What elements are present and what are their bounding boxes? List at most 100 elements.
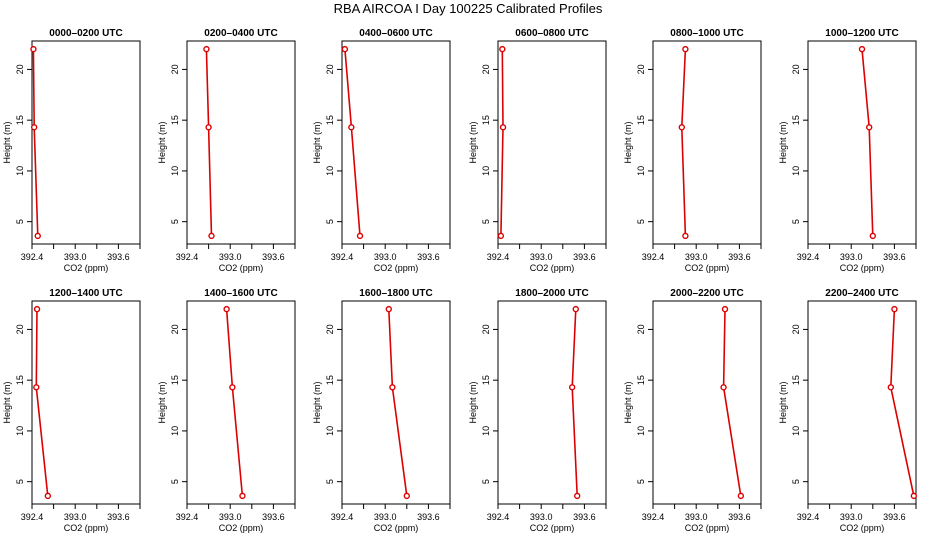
panel-6-ytick-label: 20 (791, 64, 801, 74)
panel-6-title: 1000–1200 UTC (825, 28, 898, 39)
panel-11-point (737, 492, 745, 500)
panel-10-point (574, 492, 581, 500)
panel-9-ytick-label: 20 (325, 324, 335, 334)
panel-1-xtick-label: 392.4 (21, 252, 44, 262)
panel-9-point (389, 384, 396, 391)
panel-6-xtick-label: 393.6 (883, 252, 906, 262)
panel-6-xlabel: CO2 (ppm) (840, 263, 885, 273)
panel-4-ytick-label: 15 (481, 115, 491, 125)
panel-3-title: 0400–0600 UTC (359, 28, 432, 39)
panel-3-xtick-label: 393.6 (417, 252, 440, 262)
panel-11-point (721, 305, 729, 313)
panel-11-xtick-label: 393.6 (728, 512, 751, 522)
panel-5-point (682, 232, 689, 240)
panel-11-frame (652, 300, 762, 505)
panel-3-ytick-label: 15 (325, 115, 335, 125)
panel-1-title: 0000–0200 UTC (49, 28, 122, 39)
panel-8-xtick-label: 392.4 (176, 512, 199, 522)
panel-5-ytick-label: 15 (636, 115, 646, 125)
panel-12-xlabel: CO2 (ppm) (840, 523, 885, 533)
panel-9-ytick-label: 15 (325, 375, 335, 385)
panel-3-ytick-label: 20 (325, 64, 335, 74)
panel-3-xlabel: CO2 (ppm) (374, 263, 419, 273)
panel-4-frame (497, 40, 607, 245)
panel-3-point (356, 232, 364, 240)
panel-12-frame (807, 300, 917, 505)
panel-10-xtick-label: 393.6 (573, 512, 596, 522)
panel-5-xtick-label: 393.6 (728, 252, 751, 262)
panel-6-ytick-label: 10 (791, 166, 801, 176)
panel-9-frame (341, 300, 451, 505)
panel-10-title: 1800–2000 UTC (515, 288, 588, 299)
panel-1-point (30, 124, 38, 131)
panel-4-ylabel: Height (m) (468, 121, 478, 163)
figure-title: RBA AIRCOA I Day 100225 Calibrated Profi… (333, 1, 603, 16)
panel-5-ylabel: Height (m) (623, 121, 633, 163)
panel-9-xtick-label: 392.4 (331, 512, 354, 522)
panel-9-xlabel: CO2 (ppm) (374, 523, 419, 533)
panel-12-xtick-label: 393.6 (883, 512, 906, 522)
panel-10-profile-line (571, 309, 578, 496)
panel-2-xtick-label: 392.4 (176, 252, 199, 262)
panel-9-xtick-label: 393.6 (417, 512, 440, 522)
panel-5-ytick-label: 20 (636, 64, 646, 74)
panel-8-frame (186, 300, 296, 505)
panel-10-ytick-label: 20 (481, 324, 491, 334)
panel-11-ytick-label: 15 (636, 375, 646, 385)
panel-6-frame (807, 40, 917, 245)
panel-11-ylabel: Height (m) (623, 381, 633, 423)
panel-8-point (223, 305, 230, 313)
panel-4-ytick-label: 5 (481, 219, 491, 224)
panel-4-ytick-label: 10 (481, 166, 491, 176)
panel-9-profile-line (388, 309, 408, 497)
panel-2-point (208, 232, 215, 240)
panel-11-profile-line (722, 309, 742, 497)
panel-11-title: 2000–2200 UTC (670, 288, 743, 299)
panel-4-ytick-label: 20 (481, 64, 491, 74)
panel-1-ytick-label: 10 (15, 166, 25, 176)
panel-3-point (348, 124, 355, 131)
panel-10-ytick-label: 15 (481, 375, 491, 385)
panel-7-xtick-label: 393.6 (107, 512, 130, 522)
panel-1-frame (31, 40, 141, 245)
panel-5-ytick-label: 5 (636, 219, 646, 224)
panel-6-ytick-label: 15 (791, 115, 801, 125)
panel-9-title: 1600–1800 UTC (359, 288, 432, 299)
panel-3-point (341, 45, 349, 53)
panel-2-xtick-label: 393.6 (262, 252, 285, 262)
panel-12-point (891, 305, 898, 313)
panel-10-ytick-label: 10 (481, 426, 491, 436)
panel-2-ylabel: Height (m) (157, 121, 167, 163)
panel-3-xtick-label: 393.0 (374, 252, 397, 262)
panel-9-point (403, 492, 410, 500)
panel-3-profile-line (344, 49, 361, 236)
panel-4-profile-line (500, 49, 504, 236)
panel-8-point (229, 384, 236, 391)
panel-10-xtick-label: 392.4 (487, 512, 510, 522)
panel-1-xlabel: CO2 (ppm) (64, 263, 109, 273)
panel-9-ytick-label: 5 (325, 479, 335, 484)
panel-10-xlabel: CO2 (ppm) (530, 523, 575, 533)
panel-4-point (497, 232, 505, 240)
panel-1-ytick-label: 15 (15, 115, 25, 125)
panel-2-point (205, 124, 212, 131)
panel-7-xlabel: CO2 (ppm) (64, 523, 109, 533)
panel-5-xtick-label: 392.4 (642, 252, 665, 262)
panel-1-xtick-label: 393.6 (107, 252, 130, 262)
panel-3-frame (341, 40, 451, 245)
panel-10-ytick-label: 5 (481, 479, 491, 484)
panel-3-ytick-label: 10 (325, 166, 335, 176)
panel-7-ytick-label: 15 (15, 375, 25, 385)
panel-8-ytick-label: 5 (170, 479, 180, 484)
panel-7-point (33, 305, 41, 313)
panel-4-xtick-label: 393.0 (530, 252, 553, 262)
panel-7-title: 1200–1400 UTC (49, 288, 122, 299)
panel-9-point (385, 305, 392, 313)
panel-4-point (499, 45, 506, 53)
panel-2-profile-line (205, 49, 213, 236)
panel-8-ytick-label: 20 (170, 324, 180, 334)
panel-8-xtick-label: 393.0 (219, 512, 242, 522)
panel-4-xtick-label: 393.6 (573, 252, 596, 262)
panel-2-point (203, 45, 210, 53)
panel-7-ytick-label: 10 (15, 426, 25, 436)
